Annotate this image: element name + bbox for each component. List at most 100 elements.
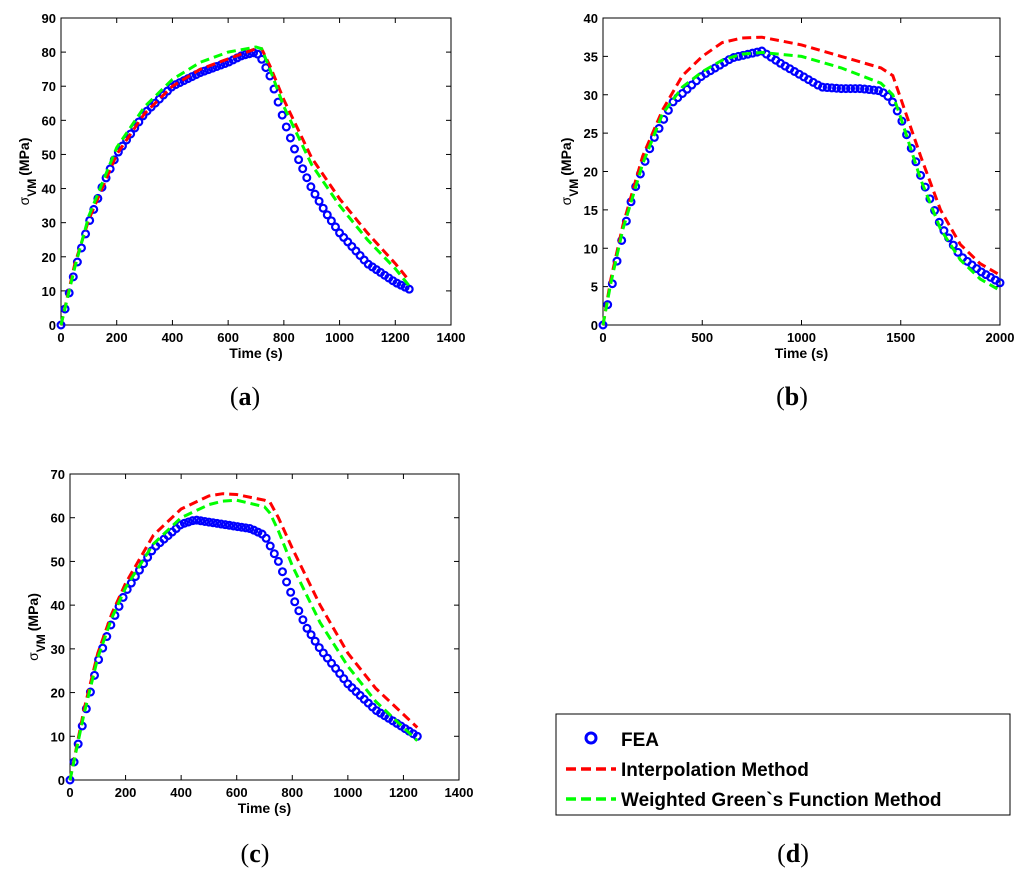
y-tick-label: 60	[42, 113, 56, 128]
fea-point	[85, 215, 95, 225]
y-tick-label: 0	[49, 318, 56, 333]
fea-point	[228, 521, 238, 531]
fea-point	[188, 516, 198, 526]
panel-caption: (b)	[776, 382, 808, 411]
fea-point	[302, 173, 312, 183]
fea-point	[846, 84, 856, 94]
y-tick-label: 20	[584, 165, 598, 180]
x-tick-label: 600	[226, 785, 248, 800]
series-fea-markers	[56, 48, 414, 330]
y-axis-label: σVM(MPa)	[16, 138, 39, 206]
fea-point	[298, 164, 308, 174]
fea-point	[906, 143, 916, 153]
x-tick-label: 200	[106, 330, 128, 345]
y-tick-label: 15	[584, 203, 598, 218]
fea-point	[212, 518, 222, 528]
y-tick-label: 35	[584, 49, 598, 64]
fea-point	[302, 623, 312, 633]
fea-point	[233, 522, 243, 532]
chart-a: 0 200 400 600 800 1000 1200 1400 0 10 20 30 40 50 60 70…	[16, 11, 465, 411]
panel-caption: (a)	[230, 382, 260, 411]
fea-point	[241, 523, 251, 533]
x-tick-label: 1500	[886, 330, 915, 345]
fea-point	[277, 567, 287, 577]
fea-point	[204, 517, 214, 527]
series-fea-markers	[598, 46, 1005, 330]
x-tick-label: 500	[691, 330, 713, 345]
fea-point	[273, 556, 283, 566]
legend-label: FEA	[621, 730, 659, 751]
fea-point	[818, 82, 828, 92]
fea-point	[294, 155, 304, 165]
y-tick-label: 0	[58, 773, 65, 788]
y-tick-label: 20	[42, 250, 56, 265]
plot-frame	[69, 473, 460, 781]
chart-b: 0 500 1000 1500 2000 0 5 10 15 20 25 30 35 40 Time (s)…	[558, 11, 1014, 411]
y-tick-label: 90	[42, 11, 56, 26]
fea-point	[183, 517, 193, 527]
y-tick-label: 40	[584, 11, 598, 26]
y-tick-label: 10	[51, 729, 65, 744]
fea-point	[322, 210, 332, 220]
series-interpolation-line	[59, 47, 411, 326]
y-tick-label: 30	[51, 642, 65, 657]
x-axis-label: Time (s)	[775, 345, 828, 361]
series-interpolation-line	[68, 492, 419, 781]
x-tick-label: 800	[273, 330, 295, 345]
y-tick-label: 5	[591, 280, 598, 295]
fea-point	[68, 272, 78, 282]
fea-point	[326, 216, 336, 226]
fea-point	[832, 83, 842, 93]
x-tick-label: 400	[170, 785, 192, 800]
fea-point	[290, 597, 300, 607]
fea-point	[310, 189, 320, 199]
fea-point	[199, 66, 209, 76]
y-tick-label: 0	[591, 318, 598, 333]
fea-point	[261, 533, 271, 543]
x-tick-label: 800	[281, 785, 303, 800]
x-tick-label: 1000	[333, 785, 362, 800]
fea-point	[920, 182, 930, 192]
series-interpolation-line	[601, 35, 1001, 326]
fea-point	[850, 84, 860, 94]
legend: FEA Interpolation Method Weighted Green`s …	[555, 713, 1011, 816]
x-axis-label: Time (s)	[229, 345, 282, 361]
x-tick-label: 200	[115, 785, 137, 800]
x-tick-label: 1000	[787, 330, 816, 345]
x-tick-label: 1200	[381, 330, 410, 345]
fea-point	[306, 182, 316, 192]
fea-point	[298, 615, 308, 625]
panel-caption: (c)	[241, 839, 270, 868]
x-tick-label: 1200	[389, 785, 418, 800]
fea-point	[883, 91, 893, 101]
fea-point	[208, 518, 218, 528]
fea-point	[282, 577, 292, 587]
y-tick-label: 50	[51, 554, 65, 569]
fea-point	[836, 84, 846, 94]
y-tick-label: 70	[42, 79, 56, 94]
fea-point	[240, 50, 250, 60]
fea-point	[860, 84, 870, 94]
fea-point	[76, 243, 86, 253]
panel-caption-d: (d)	[777, 839, 809, 868]
fea-point	[81, 229, 91, 239]
fea-point	[869, 85, 879, 95]
y-tick-label: 20	[51, 686, 65, 701]
fea-point	[192, 515, 202, 525]
series-weighted-greens-line	[68, 498, 419, 781]
y-tick-label: 50	[42, 147, 56, 162]
fea-point	[855, 84, 865, 94]
series-weighted-greens-line	[59, 45, 411, 326]
x-tick-label: 1000	[325, 330, 354, 345]
x-tick-label: 0	[57, 330, 64, 345]
y-tick-label: 40	[42, 182, 56, 197]
fea-point	[995, 278, 1005, 288]
fea-point	[330, 222, 340, 232]
series-fea-markers	[65, 515, 422, 785]
y-axis-label: σVM(MPa)	[25, 593, 48, 661]
fea-point	[314, 643, 324, 653]
legend-label: Weighted Green`s Function Method	[621, 790, 942, 811]
y-tick-label: 25	[584, 126, 598, 141]
fea-point	[220, 520, 230, 530]
